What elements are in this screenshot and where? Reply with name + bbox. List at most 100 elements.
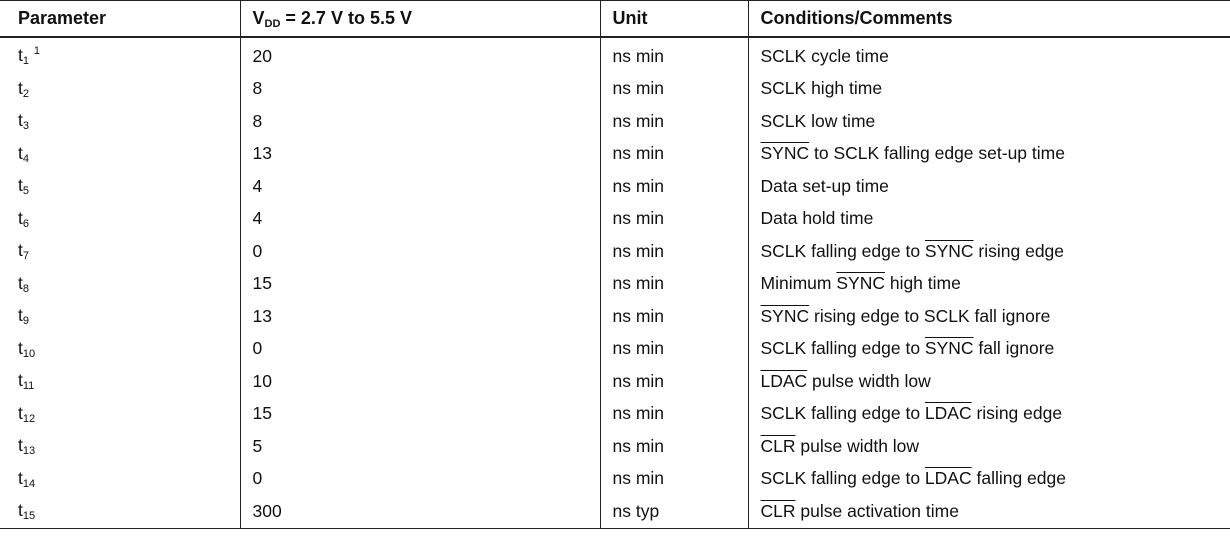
table-row: t2 8 ns min SCLK high time [0,72,1230,106]
parameter-symbol: t [18,272,23,293]
parameter-subscript: 4 [22,152,29,165]
unit-cell: ns min [599,105,748,138]
table-row: t9 13 ns min SYNC rising edge to SCLK fall … [0,300,1230,333]
parameter-symbol: t [18,337,23,358]
text-segment: pulse width low [795,435,920,456]
timing-table: Parameter VDD = 2.7 V to 5.5 V Unit Conditi… [0,0,1230,529]
parameter-subscript: 6 [22,217,29,230]
unit-cell: ns typ [599,495,748,528]
table-row: t8 15 ns min Minimum SYNC high time [0,267,1230,300]
text-segment: high time [884,273,961,294]
parameter-cell: t3 [0,105,240,138]
parameter-subscript: 5 [22,185,29,198]
overlined-text: LDAC [924,468,972,489]
table-row: t12 15 ns min SCLK falling edge to LDAC ris… [0,397,1230,431]
parameter-subscript: 13 [22,445,36,458]
parameter-cell: t14 [0,463,240,496]
unit-cell: ns min [599,462,748,495]
parameter-cell: t12 [0,398,240,431]
text-segment: rising edge [971,403,1063,424]
text-segment: DD [264,17,281,30]
conditions-cell: SYNC rising edge to SCLK fall ignore [747,300,1230,333]
parameter-cell: t2 [0,73,240,106]
parameter-cell: t11 [0,365,240,398]
overlined-text: SYNC [924,240,974,261]
table-row: t15 300 ns typ CLR pulse activation time [0,495,1230,528]
text-segment: V [252,7,265,28]
parameter-subscript: 7 [22,250,29,263]
table-row: t1 1 20 ns min SCLK cycle time [0,37,1230,73]
parameter-symbol: t [18,402,23,423]
parameter-symbol: t [18,110,23,131]
header-row: Parameter VDD = 2.7 V to 5.5 V Unit Conditi… [0,0,1230,38]
text-segment: SCLK high time [760,78,883,99]
value-cell: 4 [239,202,600,235]
overlined-text: CLR [760,435,796,456]
table-row: t3 8 ns min SCLK low time [0,105,1230,138]
parameter-subscript: 1 [22,55,29,68]
parameter-subscript: 9 [22,315,29,328]
conditions-cell: CLR pulse width low [747,430,1230,463]
parameter-cell: t5 [0,170,240,203]
conditions-cell: SCLK falling edge to LDAC falling edge [747,462,1230,495]
conditions-cell: SCLK falling edge to SYNC fall ignore [747,332,1230,365]
table-row: t13 5 ns min CLR pulse width low [0,430,1230,463]
text-segment: Minimum [760,273,837,294]
conditions-cell: SCLK falling edge to SYNC rising edge [747,235,1230,268]
parameter-symbol: t [18,370,23,391]
unit-cell: ns min [599,430,748,463]
value-cell: 20 [239,37,600,73]
text-segment: Parameter [18,8,107,28]
parameter-symbol: t [18,175,23,196]
conditions-cell: SCLK high time [747,72,1230,105]
parameter-cell: t1 1 [0,37,240,73]
parameter-subscript: 8 [22,282,29,295]
unit-cell: ns min [599,300,748,333]
parameter-subscript: 3 [22,120,29,133]
text-segment: SCLK falling edge to [760,338,925,359]
overlined-text: LDAC [760,370,808,391]
parameter-cell: t7 [0,235,240,268]
overlined-text: CLR [760,500,796,521]
text-segment: SCLK falling edge to [760,403,925,424]
table-row: t4 13 ns min SYNC to SCLK falling edge set-… [0,137,1230,170]
parameter-symbol: t [18,207,23,228]
unit-cell: ns min [599,397,748,430]
parameter-cell: t13 [0,430,240,463]
value-cell: 0 [239,235,600,268]
unit-cell: ns min [599,137,748,170]
value-cell: 300 [239,495,600,528]
conditions-cell: SCLK low time [747,105,1230,138]
text-segment: rising edge to SCLK fall ignore [809,305,1051,326]
parameter-symbol: t [18,77,23,98]
text-segment: pulse activation time [795,500,959,521]
column-header: Parameter [0,0,240,38]
parameter-symbol: t [18,467,23,488]
parameter-symbol: t [18,435,23,456]
parameter-symbol: t [18,45,23,66]
text-segment: rising edge [973,240,1065,261]
conditions-cell: SCLK falling edge to LDAC rising edge [747,397,1230,430]
text-segment: Conditions/Comments [760,8,953,28]
text-segment: pulse width low [807,370,931,391]
value-cell: 8 [239,72,600,105]
text-segment: SCLK low time [760,110,876,131]
text-segment: SCLK falling edge to [760,468,925,489]
overlined-text: SYNC [760,143,810,164]
overlined-text: SYNC [836,273,885,294]
parameter-symbol: t [18,142,23,163]
parameter-subscript: 12 [22,412,36,425]
parameter-subscript: 10 [22,347,36,360]
text-segment: fall ignore [973,338,1055,359]
value-cell: 15 [239,267,600,300]
overlined-text: SYNC [760,305,810,326]
parameter-symbol: t [18,305,23,326]
conditions-cell: CLR pulse activation time [747,495,1230,528]
value-cell: 0 [239,462,600,495]
parameter-subscript: 2 [22,87,29,100]
parameter-cell: t10 [0,333,240,366]
unit-cell: ns min [599,170,748,203]
text-segment: Data set-up time [760,175,889,196]
unit-cell: ns min [599,72,748,105]
parameter-subscript: 11 [22,380,35,393]
